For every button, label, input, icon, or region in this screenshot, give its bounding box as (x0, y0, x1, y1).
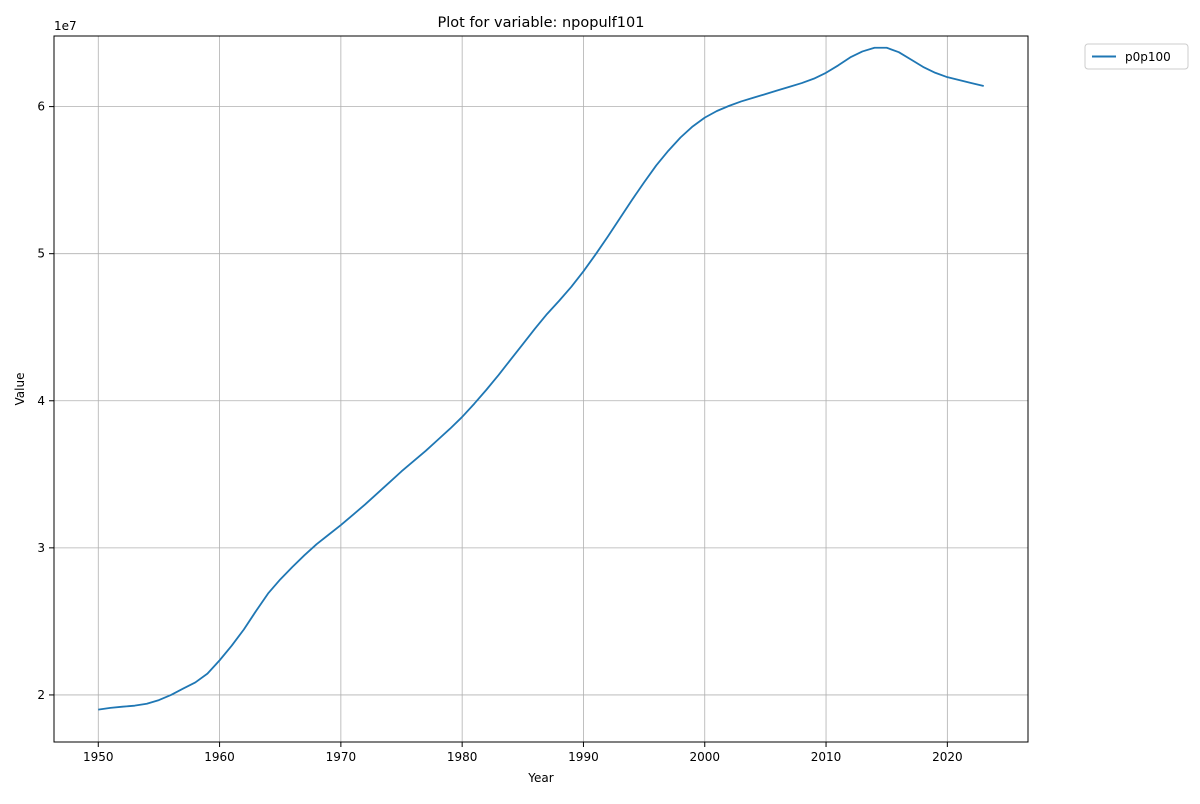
y-tick-label: 2 (37, 688, 45, 702)
y-tick-label: 5 (37, 247, 45, 261)
x-tick-label: 1990 (568, 750, 599, 764)
legend-box (1084, 43, 1189, 70)
x-tick-label: 2010 (811, 750, 842, 764)
x-axis-ticks: 1950 1960 1970 1980 1990 2000 2010 2020 (83, 742, 963, 764)
y-tick-label: 4 (37, 394, 45, 408)
x-tick-label: 2000 (689, 750, 720, 764)
legend: p0p100 (1084, 43, 1189, 70)
y-axis-ticks: 2 3 4 5 6 (37, 100, 54, 702)
x-axis-label: Year (527, 771, 553, 785)
series-line-p0p100 (98, 46, 984, 711)
y-axis-label: Value (13, 373, 27, 406)
y-tick-label: 3 (37, 541, 45, 555)
x-tick-label: 1970 (326, 750, 357, 764)
y-tick-label: 6 (37, 100, 45, 114)
x-tick-label: 1950 (83, 750, 114, 764)
x-tick-label: 2020 (932, 750, 963, 764)
series-layer (98, 46, 984, 711)
grid (54, 36, 1028, 742)
plot-area-frame (53, 35, 1029, 743)
x-tick-label: 1980 (447, 750, 478, 764)
legend-label: p0p100 (1125, 50, 1171, 64)
y-axis-offset-label: 1e7 (54, 19, 77, 33)
x-tick-label: 1960 (204, 750, 235, 764)
chart-title: Plot for variable: npopulf101 (438, 15, 645, 31)
